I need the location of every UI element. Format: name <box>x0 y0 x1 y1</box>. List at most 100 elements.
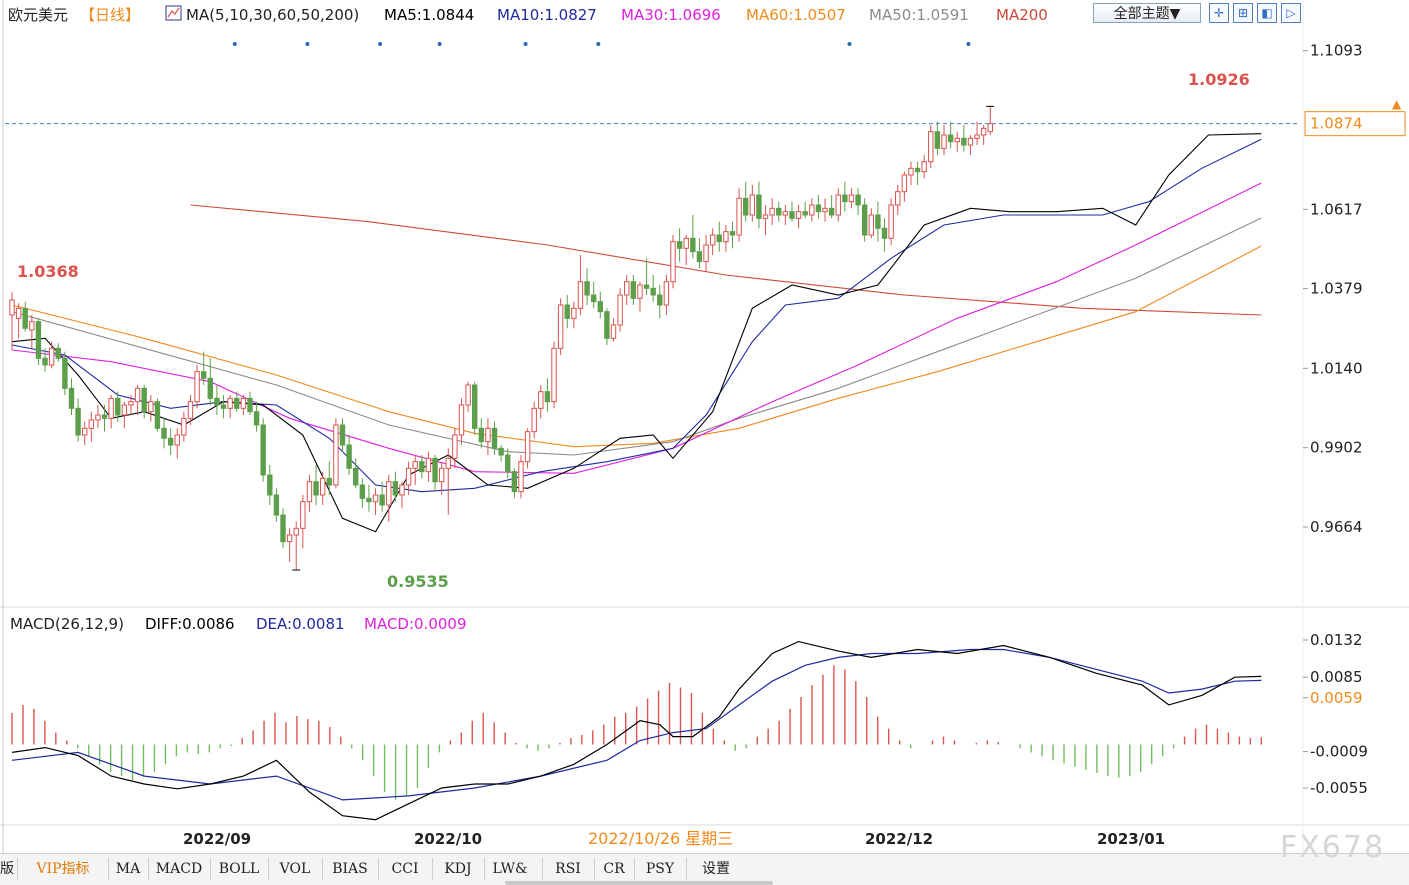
tab-vol[interactable]: VOL <box>279 861 311 877</box>
candle-down <box>828 207 835 216</box>
step-back-tool-icon[interactable]: ◧ <box>1257 3 1277 23</box>
candle-down <box>22 307 28 329</box>
ma-chart-icon-line <box>167 7 180 18</box>
candle-up <box>637 284 643 299</box>
candle-down <box>141 387 147 413</box>
candle-up <box>148 401 154 413</box>
candle-up <box>452 434 458 459</box>
candle-down <box>167 437 174 446</box>
candle-down <box>630 281 637 299</box>
tab-cr[interactable]: CR <box>603 861 625 877</box>
candle-up <box>88 419 95 429</box>
tab-bias[interactable]: BIAS <box>332 861 368 877</box>
candle-up <box>425 457 432 473</box>
crosshair-tool-icon[interactable]: ✛ <box>1209 3 1229 23</box>
event-dot <box>437 42 442 46</box>
horizontal-scrollbar[interactable] <box>505 881 773 885</box>
candle-up <box>319 477 326 496</box>
tab-divider <box>634 858 635 880</box>
tab-version[interactable]: 版 <box>0 861 14 877</box>
candle-up <box>624 281 630 296</box>
current-price-label: 1.0874 <box>1310 115 1363 133</box>
candle-up <box>485 427 491 443</box>
candle-down <box>366 497 372 503</box>
candle-down <box>802 211 808 216</box>
candle-up <box>683 237 689 249</box>
tab-psy[interactable]: PSY <box>645 861 675 877</box>
x-label-2022-09: 2022/09 <box>183 830 251 848</box>
candle-up <box>372 494 379 503</box>
candle-up <box>822 207 828 213</box>
ma50-value: MA50:1.0591 <box>869 6 969 24</box>
candle-down <box>62 357 68 389</box>
x-label-cursor-date: 2022/10/26 星期三 <box>588 829 733 848</box>
ma30-value: MA30:1.0696 <box>621 6 721 24</box>
candle-up <box>333 424 339 486</box>
candle-down <box>35 321 42 359</box>
candle-up <box>736 197 742 236</box>
ma10-value: MA10:1.0827 <box>497 6 597 24</box>
event-dot <box>305 42 310 46</box>
candle-up <box>868 214 874 236</box>
tab-settings[interactable]: 设置 <box>702 861 730 877</box>
tab-rsi[interactable]: RSI <box>555 861 581 877</box>
candle-up <box>703 244 709 263</box>
candle-up <box>518 461 524 493</box>
ma-line-ma200 <box>190 204 1262 316</box>
candle-up <box>9 299 15 316</box>
candle-up <box>577 281 584 309</box>
candle-down <box>68 387 75 409</box>
tab-cci[interactable]: CCI <box>391 861 419 877</box>
left-high-annotation: 1.0368 <box>17 262 79 281</box>
candle-down <box>220 404 227 409</box>
step-forward-tool-icon[interactable]: ▷ <box>1281 3 1301 23</box>
zoom-in-tool-icon[interactable]: ⊞ <box>1233 3 1253 23</box>
event-dot <box>966 42 971 46</box>
candle-down <box>716 234 722 243</box>
candle-down <box>842 194 848 203</box>
event-markers <box>232 42 995 571</box>
tab-divider <box>686 858 687 880</box>
tab-kdj[interactable]: KDJ <box>444 861 472 877</box>
candle-down <box>432 457 438 483</box>
candle-down <box>564 304 570 319</box>
candle-down <box>491 427 498 449</box>
candle-up <box>895 191 901 206</box>
candle-up <box>769 207 775 216</box>
candle-down <box>253 411 260 426</box>
x-label-2023-01: 2023/01 <box>1097 830 1165 848</box>
theme-dropdown-button[interactable]: 全部主题▼ <box>1093 3 1201 23</box>
candle-up <box>95 414 101 421</box>
candle-down <box>743 197 749 216</box>
tab-ma[interactable]: MA <box>115 861 141 877</box>
candle-up <box>48 347 55 366</box>
indicator-tab-bar: 版 VIP指标 MA MACD BOLL VOL BIAS CCI KDJ LW… <box>0 853 1409 885</box>
candle-up <box>286 534 293 543</box>
candle-up <box>538 391 544 409</box>
price-axis-label: 0.9664 <box>1310 518 1363 536</box>
x-label-2022-10: 2022/10 <box>414 830 482 848</box>
low-annotation: 0.9535 <box>387 572 449 591</box>
price-axis-label: 1.0379 <box>1310 280 1363 298</box>
tab-boll[interactable]: BOLL <box>218 861 260 877</box>
macd-diff-line <box>11 640 1262 821</box>
macd-y-axis: 0.0132 0.0085 0.0059 -0.0009 -0.0055 <box>1303 631 1368 797</box>
event-dot <box>847 42 852 46</box>
tab-macd[interactable]: MACD <box>155 861 203 877</box>
candle-down <box>498 447 504 456</box>
dea-value: DEA:0.0081 <box>256 615 345 633</box>
tab-lw[interactable]: LW& <box>492 861 528 877</box>
tab-divider <box>432 858 433 880</box>
chart-frames <box>0 0 1409 853</box>
candle-down <box>657 294 663 306</box>
candle-down <box>346 444 352 469</box>
tab-vip-indicators[interactable]: VIP指标 <box>36 861 90 877</box>
tab-divider <box>542 858 543 880</box>
candle-up <box>709 234 716 246</box>
event-dot <box>378 42 383 46</box>
ma60-value: MA60:1.0507 <box>746 6 846 24</box>
ma-line-ma60 <box>11 245 1262 448</box>
candle-up <box>405 467 412 486</box>
candle-down <box>650 287 656 296</box>
symbol-name: 欧元美元 <box>8 6 68 24</box>
